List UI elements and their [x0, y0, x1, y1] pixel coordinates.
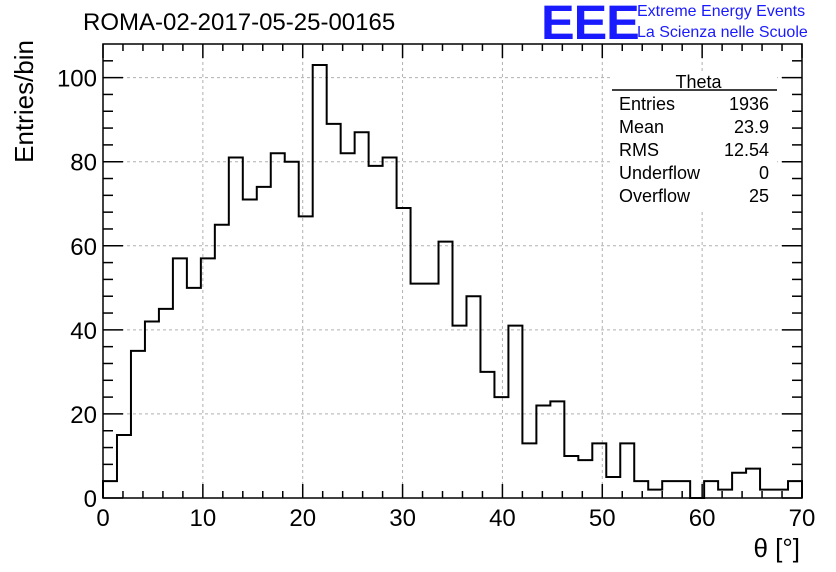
histogram-bin: [536, 406, 550, 498]
stats-row-label: Underflow: [619, 163, 701, 183]
stats-row-value: 0: [759, 163, 769, 183]
histogram-outline: [102, 64, 803, 499]
histogram-bin: [103, 481, 117, 498]
y-tick-label: 40: [70, 318, 97, 345]
x-tick-label: 50: [589, 505, 616, 532]
histogram-bin: [788, 481, 802, 498]
histogram-bin: [117, 435, 131, 498]
eee-logo-text: EEE: [541, 0, 640, 50]
histogram-bin: [411, 284, 425, 498]
histogram-bin: [494, 397, 508, 498]
y-tick-label: 0: [84, 486, 97, 513]
stats-row-label: Mean: [619, 117, 664, 137]
x-tick-label: 20: [289, 505, 316, 532]
histogram-bin: [606, 477, 620, 498]
histogram-bin: [341, 153, 355, 498]
histogram-bin: [746, 469, 760, 498]
histogram-bin: [774, 490, 788, 498]
x-tick-label: 30: [389, 505, 416, 532]
histogram-bin: [229, 158, 243, 499]
stats-row-value: 25: [749, 186, 769, 206]
stats-row-label: Overflow: [619, 186, 691, 206]
x-tick-label: 70: [789, 505, 816, 532]
histogram-bin: [718, 490, 732, 498]
histogram-bin: [704, 481, 718, 498]
plot-frame: [102, 43, 803, 499]
histogram-layer: [102, 64, 803, 499]
histogram-bin: [648, 490, 662, 498]
histogram-bin: [257, 187, 271, 498]
histogram-bin: [425, 284, 439, 498]
stats-row-label: Entries: [619, 94, 675, 114]
y-tick-label: 80: [70, 150, 97, 177]
histogram-bin: [201, 258, 215, 498]
histogram-bin: [145, 321, 159, 498]
x-tick-label: 60: [689, 505, 716, 532]
histogram-bin: [578, 460, 592, 498]
histogram-bin: [466, 296, 480, 498]
stats-box-title: Theta: [675, 72, 722, 92]
y-tick-label: 20: [70, 402, 97, 429]
x-tick-label: 40: [489, 505, 516, 532]
histogram-bin: [285, 162, 299, 498]
histogram-bin: [355, 132, 369, 498]
histogram-bin: [676, 481, 690, 498]
histogram-bin: [550, 401, 564, 498]
histogram-bin: [453, 326, 467, 498]
y-tick-label: 60: [70, 234, 97, 261]
histogram-bin: [369, 166, 383, 498]
histogram-bin: [732, 473, 746, 498]
histogram-bin: [173, 258, 187, 498]
histogram-bin: [508, 326, 522, 498]
x-tick-label: 0: [96, 505, 109, 532]
histogram-bin: [634, 481, 648, 498]
stats-row-label: RMS: [619, 140, 659, 160]
axis-layer: 0 10 20 30 40 50 60 70 0 20 40 60 80 100: [57, 43, 816, 532]
histogram-bin: [662, 481, 676, 498]
histogram-bin: [187, 288, 201, 498]
histogram-bin: [564, 456, 578, 498]
stats-row-value: 1936: [729, 94, 769, 114]
histogram-bin: [313, 65, 327, 498]
histogram-bin: [480, 372, 494, 498]
histogram-bin: [522, 443, 536, 498]
run-title: ROMA-02-2017-05-25-00165: [83, 9, 396, 36]
stats-box-bg: [612, 72, 777, 212]
stats-row-value: 12.54: [724, 140, 769, 160]
x-axis-label: θ [°]: [753, 533, 800, 563]
x-tick-label: 10: [190, 505, 217, 532]
y-tick-label: 100: [57, 66, 97, 93]
logo-line-2: La Scienza nelle Scuole: [637, 24, 808, 41]
histogram-bin: [383, 158, 397, 499]
histogram-bin: [299, 216, 313, 498]
histogram-bin: [397, 208, 411, 498]
histogram-bin: [620, 443, 634, 498]
y-axis-label: Entries/bin: [9, 40, 39, 163]
histogram-bin: [131, 351, 145, 498]
stats-row-value: 23.9: [734, 117, 769, 137]
histogram-bin: [215, 225, 229, 498]
histogram-bin: [271, 153, 285, 498]
histogram-bin: [439, 242, 453, 498]
logo-line-1: Extreme Energy Events: [637, 3, 806, 20]
histogram-bin: [159, 309, 173, 498]
histogram-bin: [592, 443, 606, 498]
histogram-bin: [243, 200, 257, 498]
histogram-bin: [327, 124, 341, 498]
